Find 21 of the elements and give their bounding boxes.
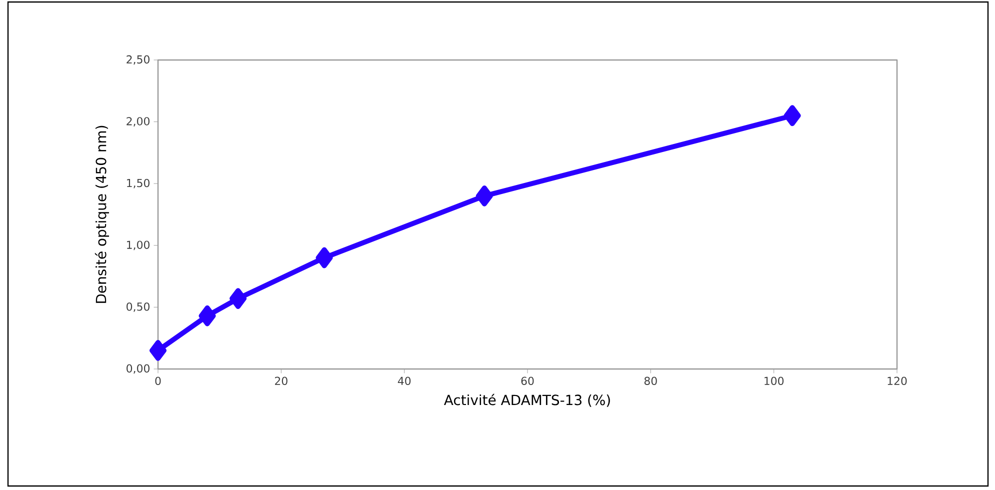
point bbox=[476, 185, 493, 206]
x-tick-label: 0 bbox=[155, 376, 161, 386]
y-tick-label: 2,00 bbox=[126, 117, 150, 126]
point bbox=[150, 340, 166, 361]
x-axis-title: Activité ADAMTS-13 (%) bbox=[444, 394, 610, 407]
point bbox=[316, 247, 333, 268]
point bbox=[198, 305, 216, 326]
y-tick-label: 0,50 bbox=[126, 302, 150, 312]
x-tick-label: 20 bbox=[275, 376, 288, 386]
x-tick-label: 120 bbox=[888, 376, 907, 386]
x-tick-label: 40 bbox=[398, 376, 411, 386]
y-tick-label: 2,50 bbox=[126, 55, 150, 65]
x-tick-label: 100 bbox=[764, 376, 784, 386]
y-tick-label: 0,00 bbox=[126, 364, 150, 374]
x-tick-label: 60 bbox=[521, 376, 534, 386]
x-tick-label: 80 bbox=[644, 376, 657, 386]
point bbox=[784, 105, 801, 126]
y-tick-label: 1,50 bbox=[127, 178, 150, 188]
point bbox=[230, 288, 247, 309]
y-axis-title: Densité optique (450 nm) bbox=[94, 126, 109, 303]
y-tick-label: 1,00 bbox=[127, 240, 150, 250]
